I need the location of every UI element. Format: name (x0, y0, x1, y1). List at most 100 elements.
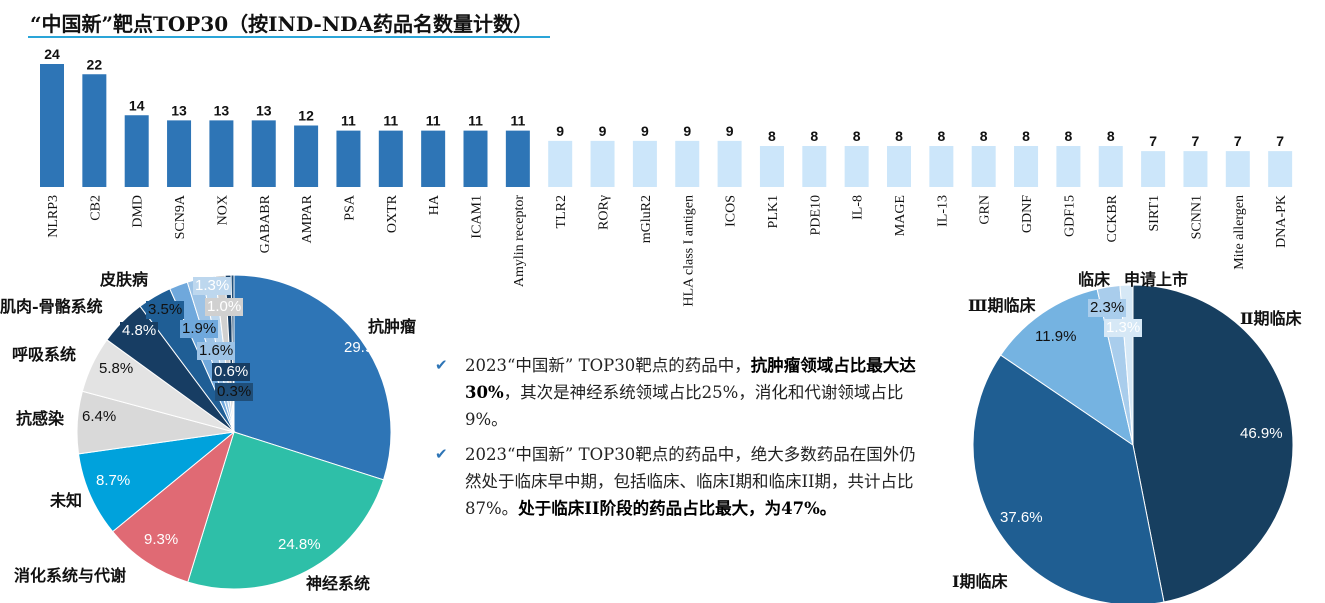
pie-percent-label: 11.9% (1035, 328, 1077, 345)
note-text: 2023“中国新” TOP30靶点的药品中， (465, 356, 751, 375)
bar-value-label: 7 (1276, 133, 1284, 149)
pie-percent-label: 6.4% (82, 408, 117, 425)
bar-value-label: 22 (87, 56, 103, 72)
bar-category-label: NLRP3 (46, 195, 61, 238)
bar-MAGE (887, 146, 911, 187)
pie-percent-label: 8.7% (96, 472, 131, 489)
bar-value-label: 7 (1149, 133, 1157, 149)
bar-category-label: mGluR2 (639, 195, 654, 243)
bar-category-label: IL-13 (935, 195, 950, 227)
note-text: ，其次是神经系统领域占比25%，消化和代谢领域占比9%。 (465, 383, 904, 429)
bar-category-label: GDF15 (1062, 195, 1077, 237)
pie-category-label: 抗肿瘤 (368, 317, 417, 336)
title-underline (28, 36, 550, 38)
bar-value-label: 9 (556, 123, 564, 139)
note-2: ✔ 2023“中国新” TOP30靶点的药品中，绝大多数药品在国外仍然处于临床早中… (435, 441, 925, 522)
pie-percent-label: 3.5% (146, 301, 185, 319)
bar-category-label: OXTR (385, 194, 400, 233)
pie-percent-label: 37.6% (1000, 509, 1043, 526)
area-slice (187, 431, 385, 590)
pie-category-label: 呼吸系统 (12, 345, 77, 364)
bar-value-label: 11 (426, 113, 441, 129)
pie-category-label: 申请上市 (1124, 270, 1189, 289)
bar-value-label: 9 (599, 123, 607, 139)
note-text: 处于临床II阶段的药品占比最大，为47%。 (518, 499, 837, 518)
bar-value-label: 11 (341, 113, 356, 129)
bar-value-label: 8 (1022, 128, 1030, 144)
bar-category-label: AMPAR (300, 194, 315, 243)
bar-value-label: 8 (1065, 128, 1073, 144)
bar-GRN (971, 146, 996, 187)
pie-category-label: 未知 (50, 491, 83, 510)
note-text: 2023“中国新” TOP30靶点的药品中，绝大多数药品在国外仍然处于临床早中期… (465, 445, 916, 518)
bar-value-label: 13 (214, 102, 230, 118)
pie-category-label: 皮肤病 (100, 270, 149, 289)
bar-IL-8 (844, 146, 869, 187)
bar-OXTR (378, 130, 403, 187)
bar-value-label: 8 (768, 128, 776, 144)
bar-category-label: TLR2 (554, 195, 569, 228)
bar-IL-13 (929, 146, 954, 187)
phase-slice (972, 354, 1165, 603)
chart-title: “中国新”靶点TOP30（按IND-NDA药品名数量计数） (30, 12, 533, 36)
bar-value-label: 9 (641, 123, 649, 139)
pie-category-label: Ⅲ期临床 (968, 296, 1036, 315)
bar-category-label: GRN (978, 195, 993, 225)
bar-category-label: GDNF (1020, 195, 1035, 233)
bar-category-label: ICAM1 (470, 195, 485, 239)
bar-category-label: ICOS (724, 195, 739, 227)
pie-percent-label: 5.8% (99, 360, 134, 377)
bar-category-label: IL-8 (851, 195, 866, 220)
bar-category-label: RORγ (597, 195, 612, 230)
bar-category-label: HA (427, 194, 442, 215)
bar-value-label: 24 (44, 46, 60, 62)
bar-CCKBR (1098, 146, 1123, 187)
bar-value-label: 8 (853, 128, 861, 144)
pie-percent-label: 4.8% (120, 322, 159, 340)
bar-GDNF (1014, 146, 1039, 187)
bar-DMD (124, 115, 149, 187)
bar-PLK1 (759, 146, 784, 187)
bar-category-label: SCN9A (173, 194, 188, 239)
bar-PDE10 (802, 146, 827, 187)
bar-HA (421, 130, 446, 187)
bar-ICAM1 (463, 130, 488, 187)
bar-category-label: Amylin receptor (512, 195, 527, 287)
phase-slice (1132, 284, 1294, 603)
bar-chart: 24 NLRP3 22 CB2 14 DMD 13 SCN9A 13 NOX 13 GABABR 12 A… (40, 46, 1293, 307)
area-slice (111, 430, 235, 583)
note-text: 抗肿瘤领域占比最大达30% (465, 356, 916, 402)
bar-category-label: MAGE (893, 195, 908, 236)
pie-category-label: Ⅱ期临床 (1240, 309, 1302, 328)
bar-category-label: PDE10 (808, 195, 823, 235)
bar-HLA class I antigen (675, 140, 700, 187)
pie-category-label: Ⅰ期临床 (952, 572, 1008, 591)
bar-category-label: CCKBR (1105, 194, 1120, 242)
pie-category-label: 临床 (1078, 270, 1111, 289)
bar-value-label: 8 (810, 128, 818, 144)
bar-category-label: Mite allergen (1232, 195, 1247, 270)
check-icon: ✔ (435, 445, 448, 463)
bar-SCNN1 (1183, 151, 1208, 187)
bar-CB2 (82, 74, 107, 187)
area-slice (77, 431, 236, 533)
phase-slice (999, 288, 1134, 447)
bar-value-label: 8 (980, 128, 988, 144)
bar-SCN9A (167, 120, 192, 187)
bar-GDF15 (1056, 146, 1081, 187)
pie-percent-label: 2.3% (1088, 299, 1127, 317)
bar-value-label: 9 (726, 123, 734, 139)
bar-value-label: 8 (937, 128, 945, 144)
bar-value-label: 14 (129, 97, 145, 113)
bar-TLR2 (548, 140, 573, 187)
note-1: ✔ 2023“中国新” TOP30靶点的药品中，抗肿瘤领域占比最大达30%，其次是… (435, 352, 925, 433)
bar-PSA (336, 130, 361, 187)
bar-category-label: PLK1 (766, 195, 781, 228)
bar-category-label: HLA class I antigen (681, 195, 696, 307)
bar-NLRP3 (40, 64, 64, 187)
pie-percent-label: 29.9% (344, 339, 387, 356)
bar-value-label: 11 (383, 113, 398, 129)
bar-value-label: 8 (895, 128, 903, 144)
bar-value-label: 13 (256, 102, 272, 118)
